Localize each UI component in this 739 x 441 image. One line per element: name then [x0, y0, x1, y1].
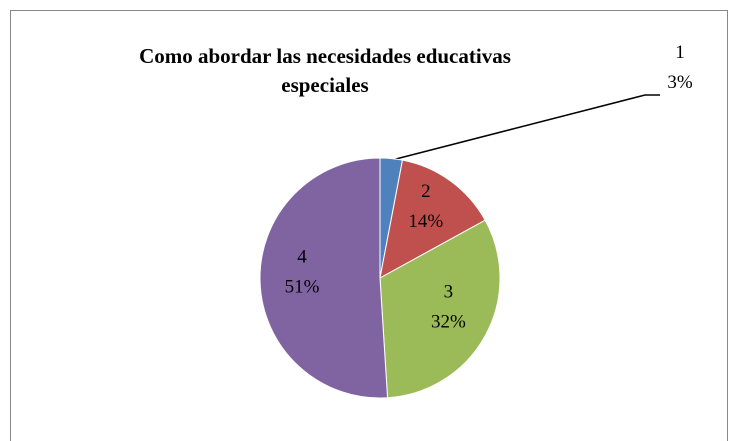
slice-category: 1: [675, 42, 685, 63]
slice-category: 4: [297, 246, 307, 267]
pie-slice: [259, 157, 389, 399]
slice-value-label: 14%: [408, 211, 443, 232]
slice-value-label: 3%: [667, 72, 693, 93]
slice-value-label: 32%: [431, 312, 466, 333]
chart-title: Como abordar las necesidades educativas …: [139, 44, 511, 97]
slice-category: 2: [421, 181, 431, 202]
pie-slice: [379, 159, 486, 279]
leader-line: [391, 94, 660, 161]
slice-value-label: 51%: [285, 276, 320, 297]
chart-frame: [10, 10, 728, 441]
pie-slice: [379, 219, 501, 399]
slice-category: 3: [444, 282, 454, 303]
